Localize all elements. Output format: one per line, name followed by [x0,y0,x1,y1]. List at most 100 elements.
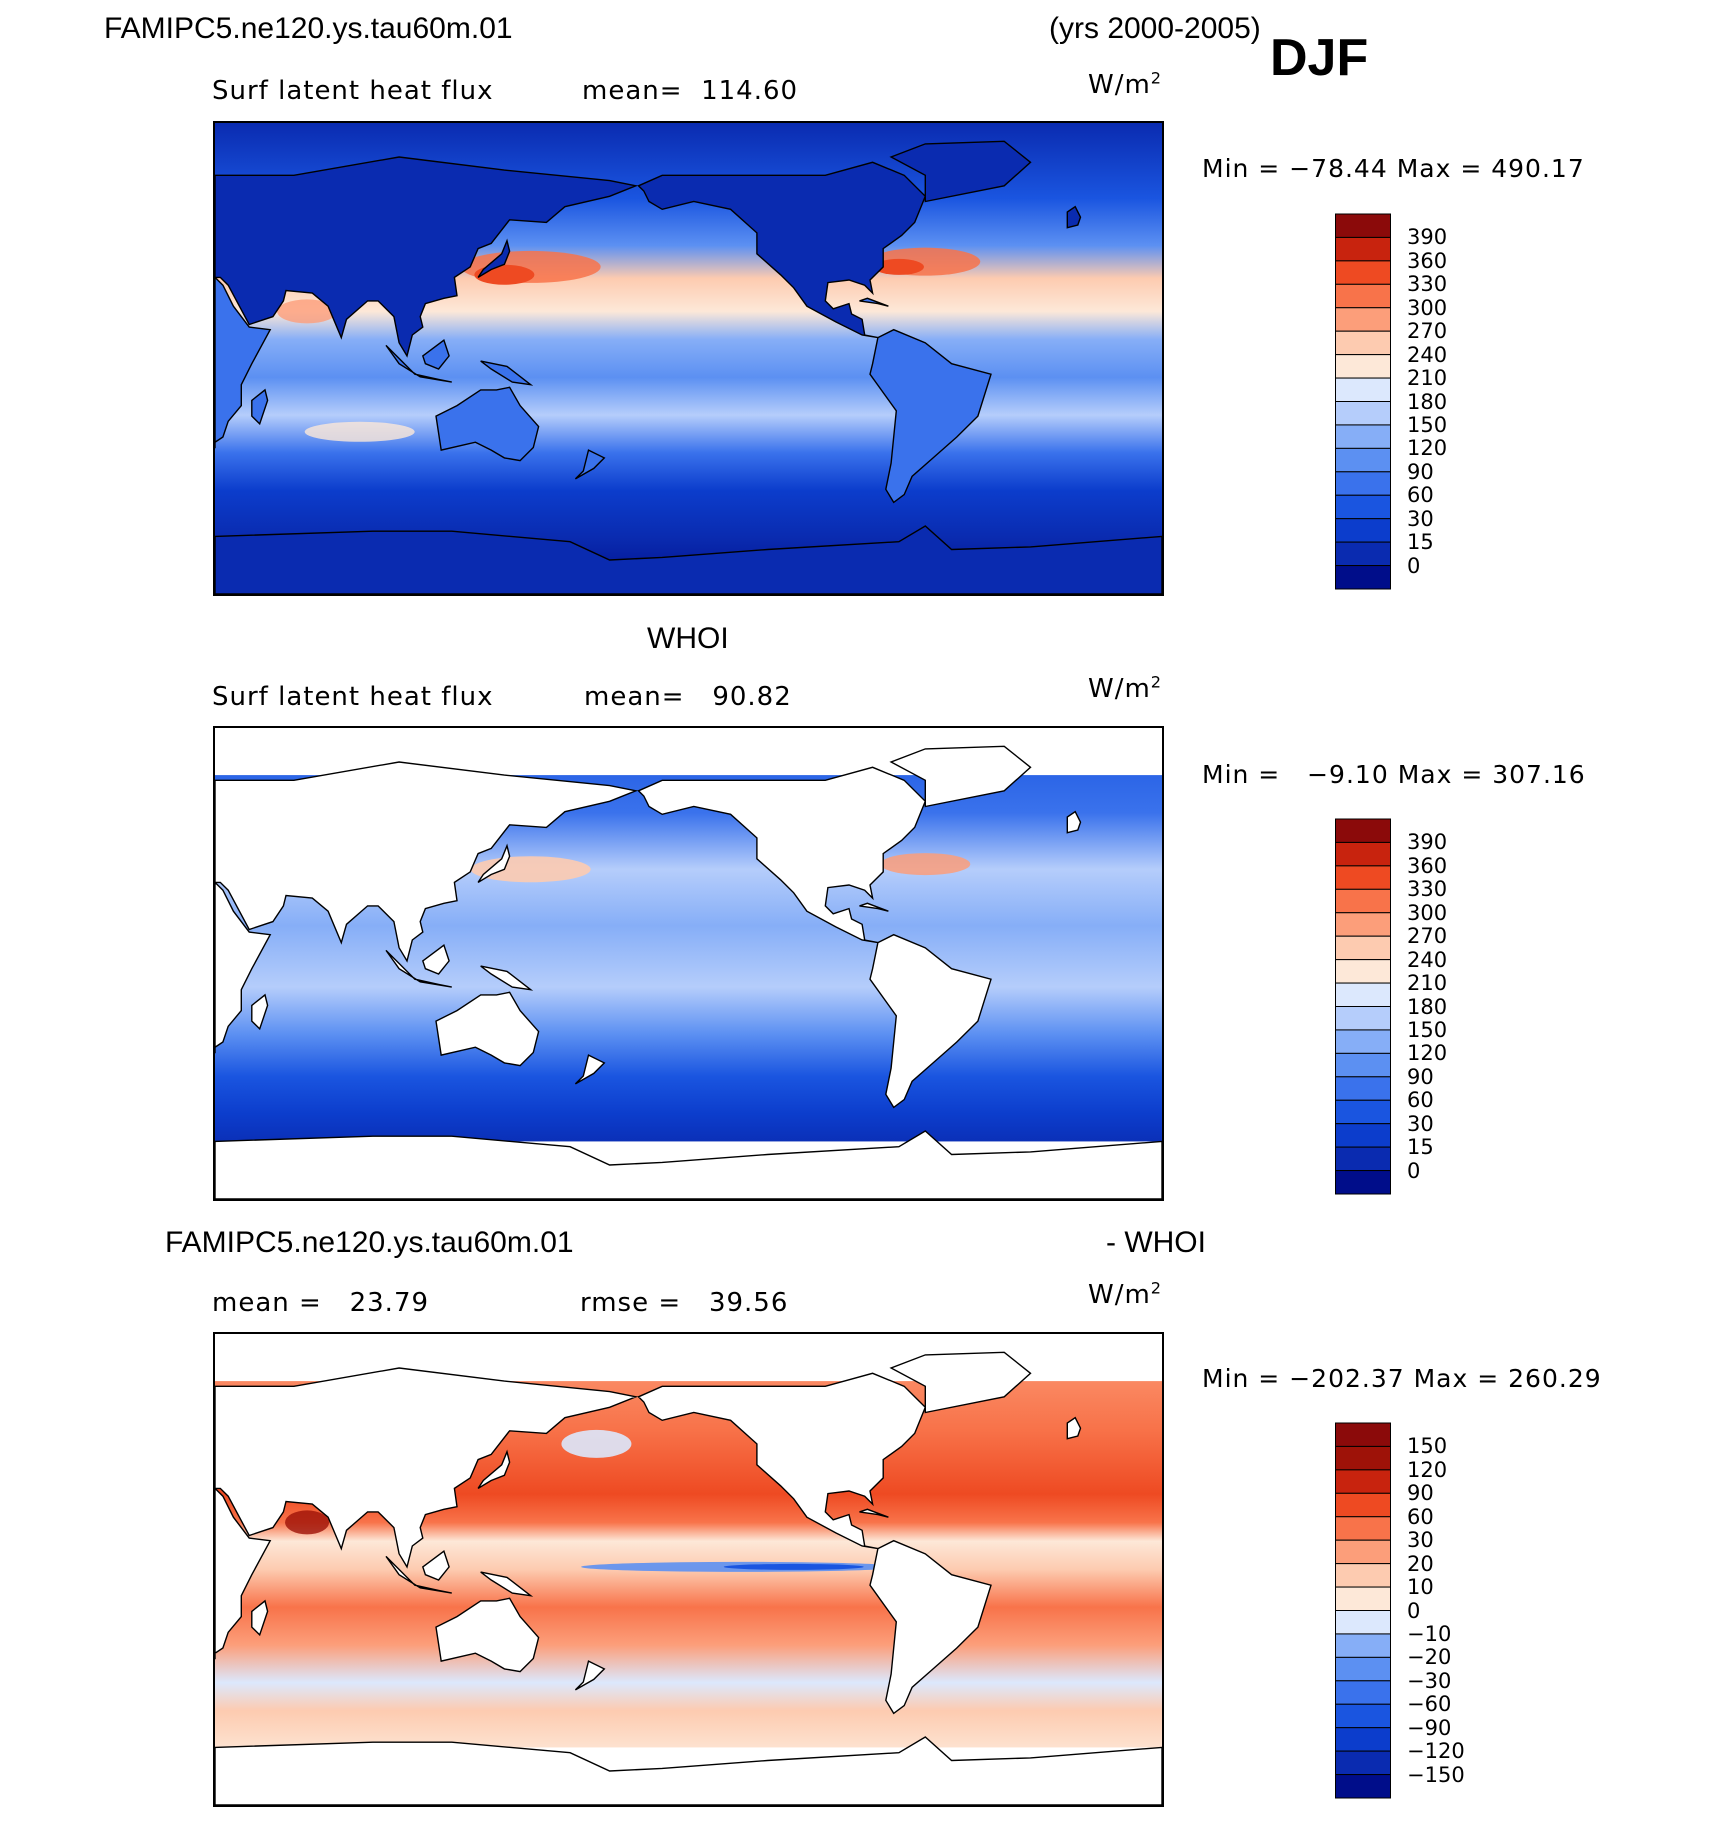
colorbar-tick-label: 0 [1407,1598,1421,1623]
colorbar-tick-label: 60 [1407,1088,1434,1113]
colorbar-box [1335,1099,1391,1125]
colorbar-box [1335,1774,1391,1799]
colorbar-box [1335,1445,1391,1471]
colorbar-box [1335,1029,1391,1054]
colorbar-tick-label: −150 [1407,1762,1465,1787]
colorbar-box [1335,1539,1391,1565]
panel3-mean: mean = 23.79 [212,1288,430,1318]
colorbar-box [1335,912,1391,937]
case-title: FAMIPC5.ne120.ys.tau60m.01 [104,12,513,45]
panel1-units: W/m2 [1088,68,1163,100]
colorbar-tick-label: 20 [1407,1551,1434,1576]
colorbar-box [1335,841,1391,867]
colorbar-tick-label: 360 [1407,248,1448,273]
colorbar-tick-label: 180 [1407,994,1448,1019]
colorbar-tick-label: 150 [1407,1017,1448,1042]
colorbar-tick-label: 300 [1407,900,1448,925]
colorbar-box [1335,424,1391,449]
colorbar-tick-label: 330 [1407,272,1448,297]
panel2-title: WHOI [647,622,729,655]
obs-field [215,728,1162,1199]
colorbar-boxes [1335,818,1391,1195]
colorbar-box [1335,1633,1391,1658]
colorbar-box [1335,213,1391,238]
colorbar-tick-label: 10 [1407,1575,1434,1600]
colorbar-tick-label: 300 [1407,295,1448,320]
colorbar-tick-label: 90 [1407,1064,1434,1089]
colorbar-tick-label: −30 [1407,1668,1452,1693]
model-field [215,123,1162,594]
colorbar-tick-label: 210 [1407,971,1448,996]
obs-map-panel [213,726,1164,1201]
colorbar-tick-label: 120 [1407,1457,1448,1482]
colorbar-tick-label: 90 [1407,459,1434,484]
diff-map-panel [213,1332,1164,1807]
panel3-title-left: FAMIPC5.ne120.ys.tau60m.01 [165,1226,574,1259]
colorbar-tick-label: 15 [1407,1135,1434,1160]
colorbar-tick-label: 180 [1407,389,1448,414]
colorbar-tick-label: −20 [1407,1645,1452,1670]
panel2-variable: Surf latent heat flux [212,682,494,712]
colorbar-box [1335,307,1391,332]
colorbar-box [1335,260,1391,285]
colorbar-box [1335,377,1391,402]
colorbar-box [1335,935,1391,961]
colorbar-tick-label: 390 [1407,830,1448,855]
colorbar-box [1335,1422,1391,1447]
colorbar-tick-label: −60 [1407,1692,1452,1717]
colorbar-box [1335,236,1391,262]
model-map-panel [213,121,1164,596]
colorbar-box [1335,1680,1391,1705]
colorbar-tick-label: −90 [1407,1715,1452,1740]
colorbar-tick-label: 0 [1407,1158,1421,1183]
colorbar-box [1335,982,1391,1007]
colorbar-tick-label: 240 [1407,342,1448,367]
colorbar-tick-label: 15 [1407,530,1434,555]
years-label: (yrs 2000-2005) [1049,12,1261,45]
colorbar-box [1335,888,1391,914]
colorbar-box [1335,1586,1391,1611]
diff-colorbar: 150 120 90 60 30 20 10 0 −10 −20 −30 −60 −90 −120 −150 [1335,1422,1465,1799]
panel2-mean: mean= 90.82 [584,682,792,712]
colorbar-tick-label: 270 [1407,924,1448,949]
panel3-minmax: Min = −202.37 Max = 260.29 [1202,1364,1602,1393]
colorbar-tick-label: 30 [1407,1111,1434,1136]
season-label: DJF [1270,29,1369,87]
colorbar-tick-label: 120 [1407,1041,1448,1066]
colorbar-tick-label: 210 [1407,366,1448,391]
colorbar-box [1335,354,1391,379]
colorbar-tick-label: 90 [1407,1481,1434,1506]
colorbar-box [1335,1052,1391,1078]
colorbar-boxes [1335,213,1391,590]
panel3-rmse: rmse = 39.56 [580,1288,789,1318]
colorbar-tick-label: 240 [1407,947,1448,972]
colorbar-tick-label: 390 [1407,225,1448,250]
colorbar-box [1335,1123,1391,1148]
colorbar-box [1335,1469,1391,1494]
panel3-title-right: - WHOI [1106,1226,1206,1259]
panel1-minmax: Min = −78.44 Max = 490.17 [1202,154,1585,183]
colorbar-tick-label: 150 [1407,412,1448,437]
colorbar-box [1335,330,1391,356]
panel3-units: W/m2 [1088,1278,1163,1310]
colorbar-box [1335,1727,1391,1752]
colorbar-tick-label: −120 [1407,1739,1465,1764]
colorbar-tick-label: 150 [1407,1434,1448,1459]
colorbar-tick-label: 330 [1407,877,1448,902]
panel1-variable: Surf latent heat flux [212,76,494,106]
colorbar-box [1335,1006,1391,1031]
colorbar-box [1335,1516,1391,1541]
colorbar-box [1335,1656,1391,1682]
panel2-minmax: Min = −9.10 Max = 307.16 [1202,760,1586,789]
colorbar-box [1335,1076,1391,1101]
colorbar-box [1335,1563,1391,1588]
colorbar-box [1335,959,1391,984]
colorbar-tick-label: 30 [1407,1528,1434,1553]
panel1-mean: mean= 114.60 [582,76,799,106]
colorbar-box [1335,471,1391,496]
colorbar-tick-label: 60 [1407,1504,1434,1529]
colorbar-box [1335,1703,1391,1729]
colorbar-tick-label: 270 [1407,319,1448,344]
colorbar-box [1335,1492,1391,1518]
model-colorbar: 390 360 330 300 270 240 210 180 150 120 90 60 30 15 0 [1335,213,1447,590]
